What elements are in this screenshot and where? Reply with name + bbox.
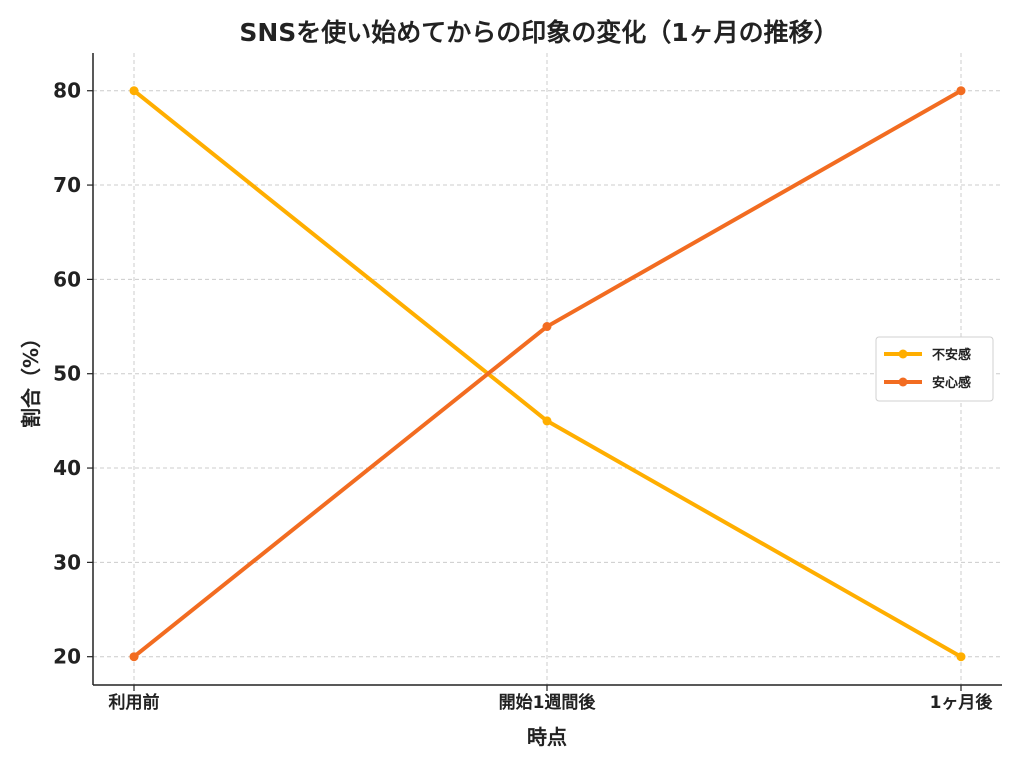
- x-axis-label: 時点: [527, 725, 567, 749]
- data-point: [542, 322, 552, 332]
- axes: [87, 53, 1002, 691]
- x-tick-label: 1ヶ月後: [930, 692, 994, 713]
- y-tick-label: 20: [53, 645, 81, 669]
- y-tick-label: 70: [53, 173, 81, 197]
- y-tick-label: 80: [53, 79, 81, 103]
- legend-label: 安心感: [932, 375, 971, 391]
- data-point: [129, 86, 139, 96]
- legend-label: 不安感: [932, 347, 971, 363]
- x-tick-label: 利用前: [109, 692, 160, 713]
- grid-lines: [93, 53, 1002, 685]
- data-point: [129, 652, 139, 662]
- x-tick-label: 開始1週間後: [499, 692, 597, 713]
- x-tick-labels: 利用前 開始1週間後 1ヶ月後: [109, 692, 994, 713]
- legend-swatch-marker: [898, 349, 908, 359]
- y-tick-labels: 20 30 40 50 60 70 80: [53, 79, 81, 669]
- y-tick-label: 30: [53, 550, 81, 574]
- legend-swatch-marker: [898, 377, 908, 387]
- y-tick-label: 40: [53, 456, 81, 480]
- y-tick-label: 50: [53, 362, 81, 386]
- data-point: [956, 86, 966, 96]
- legend-box: [875, 336, 994, 402]
- y-tick-label: 60: [53, 267, 81, 291]
- data-point: [542, 416, 552, 426]
- data-point: [956, 652, 966, 662]
- series-lines: [129, 86, 966, 662]
- y-axis-label: 割合（%）: [19, 328, 43, 428]
- chart-title: SNSを使い始めてからの印象の変化（1ヶ月の推移）: [239, 18, 838, 47]
